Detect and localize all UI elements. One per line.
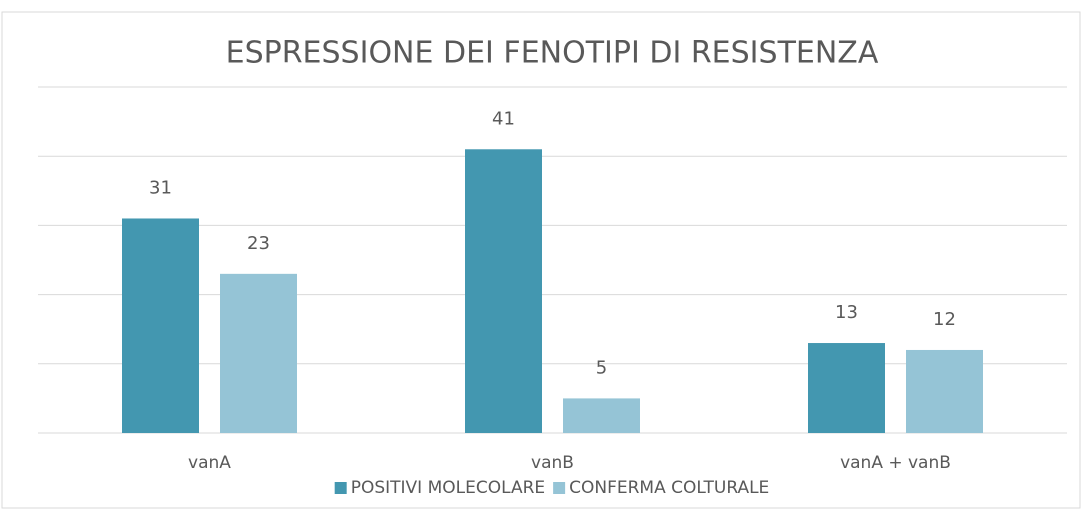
data-label: 12	[933, 309, 956, 330]
bar	[808, 343, 885, 433]
bar	[906, 349, 983, 433]
legend-swatch	[334, 482, 347, 494]
data-label: 13	[835, 302, 858, 323]
bar	[220, 273, 297, 433]
x-tick-label: vanA	[188, 453, 231, 473]
x-tick-label: vanB	[531, 453, 574, 473]
data-label: 41	[492, 108, 515, 129]
data-label: 23	[247, 233, 270, 254]
legend-swatch	[553, 482, 566, 494]
legend-label: CONFERMA COLTURALE	[569, 478, 769, 498]
legend-label: POSITIVI MOLECOLARE	[351, 478, 545, 498]
data-label: 31	[149, 177, 172, 198]
chart-title: ESPRESSIONE DEI FENOTIPI DI RESISTENZA	[226, 36, 879, 71]
bar	[465, 149, 542, 433]
bar	[122, 218, 199, 433]
data-label: 5	[596, 357, 607, 378]
x-tick-label: vanA + vanB	[840, 453, 951, 473]
bar	[563, 398, 640, 433]
